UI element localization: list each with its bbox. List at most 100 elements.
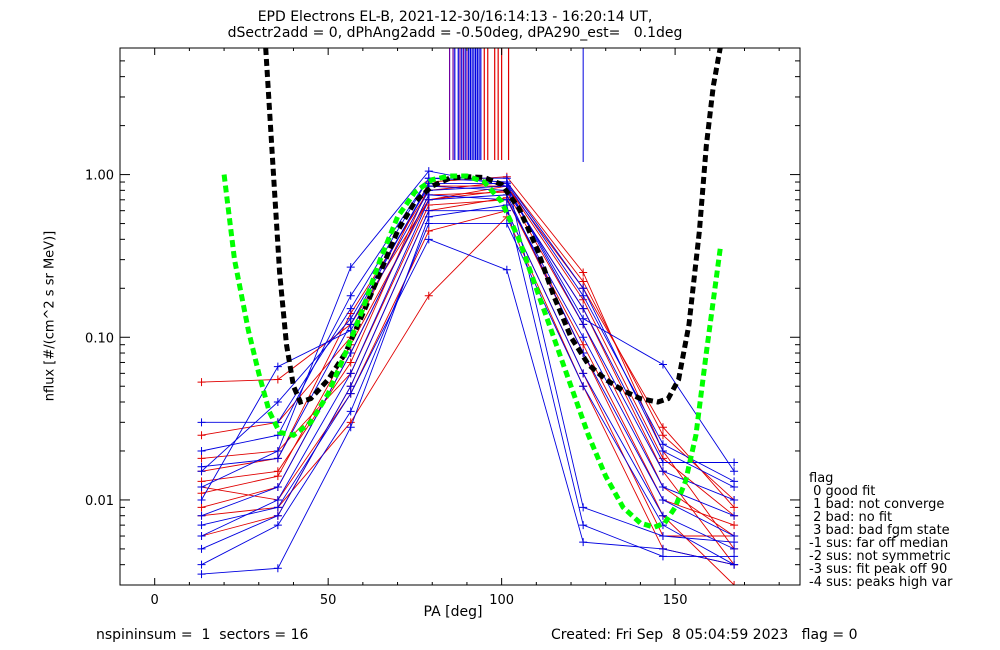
data-point — [579, 320, 588, 329]
data-point — [346, 389, 355, 398]
data-point — [197, 454, 206, 463]
data-point — [273, 564, 282, 573]
data-point — [579, 284, 588, 293]
footer-right: Created: Fri Sep 8 05:04:59 2023 flag = … — [551, 627, 858, 643]
vertical-marker-layer — [448, 48, 584, 162]
data-point — [273, 362, 282, 371]
data-point — [658, 495, 667, 504]
x-axis-label: PA [deg] — [423, 604, 483, 620]
data-point — [579, 268, 588, 277]
data-point — [346, 382, 355, 391]
data-point — [197, 495, 206, 504]
data-point — [197, 378, 206, 387]
data-point — [273, 503, 282, 512]
data-point — [273, 397, 282, 406]
y-tick-label: 1.00 — [85, 169, 114, 184]
data-point — [658, 360, 667, 369]
data-point — [424, 291, 433, 300]
x-tick-label: 0 — [151, 593, 159, 608]
data-point — [273, 521, 282, 530]
x-tick-label: 100 — [489, 593, 514, 608]
data-point — [658, 511, 667, 520]
data-point — [197, 521, 206, 530]
footer-left: nspininsum = 1 sectors = 16 — [96, 627, 309, 643]
series-line-20 — [201, 238, 735, 566]
data-point — [197, 462, 206, 471]
data-point — [197, 483, 206, 492]
data-point — [730, 503, 739, 512]
data-point — [273, 495, 282, 504]
data-point — [502, 265, 511, 274]
data-point — [658, 552, 667, 561]
legend-item: -2 sus: not symmetric — [809, 549, 951, 564]
data-point — [197, 511, 206, 520]
series-line-11 — [201, 170, 735, 488]
data-point — [197, 570, 206, 579]
series-line-22 — [201, 183, 735, 482]
data-point — [273, 446, 282, 455]
data-point — [658, 440, 667, 449]
series-line-21 — [201, 204, 735, 575]
data-point — [730, 458, 739, 467]
data-point — [730, 495, 739, 504]
data-point — [579, 369, 588, 378]
data-point — [197, 446, 206, 455]
data-point — [730, 521, 739, 530]
data-point — [730, 552, 739, 561]
x-tick-label: 150 — [663, 593, 688, 608]
series-line-5 — [201, 199, 735, 526]
data-point — [730, 560, 739, 569]
data-point — [197, 503, 206, 512]
y-axis-label: nflux [#/(cm^2 s sr MeV)] — [42, 230, 58, 402]
series-line-16 — [201, 194, 735, 537]
plot-frame — [119, 47, 801, 586]
data-point — [658, 458, 667, 467]
legend-item: -3 sus: fit peak off 90 — [809, 562, 948, 577]
y-tick-label: 0.10 — [85, 331, 114, 346]
data-point — [579, 333, 588, 342]
series-line-15 — [201, 194, 735, 517]
legend-item: 1 bad: not converge — [809, 497, 945, 512]
data-point — [658, 544, 667, 553]
chart-title-line2: dSectr2add = 0, dPhAng2add = -0.50deg, d… — [227, 25, 683, 41]
data-point — [197, 560, 206, 569]
data-point — [346, 369, 355, 378]
legend-title: flag — [809, 471, 834, 486]
data-point — [579, 538, 588, 547]
series-line-12 — [201, 177, 735, 488]
legend-item: -4 sus: peaks high var — [809, 575, 953, 590]
data-point — [346, 304, 355, 313]
data-point — [273, 472, 282, 481]
data-point — [579, 291, 588, 300]
data-point — [579, 304, 588, 313]
data-point — [730, 511, 739, 520]
data-point — [424, 195, 433, 204]
data-point — [730, 467, 739, 476]
data-point — [273, 375, 282, 384]
data-point — [658, 483, 667, 492]
data-point — [346, 320, 355, 329]
data-point — [424, 235, 433, 244]
x-tick-label: 50 — [320, 593, 337, 608]
data-point — [346, 407, 355, 416]
series-line-7 — [201, 210, 735, 537]
series-line-1 — [201, 185, 735, 508]
legend-item: 3 bad: bad fgm state — [809, 523, 950, 538]
data-point — [579, 340, 588, 349]
data-point — [658, 532, 667, 541]
series-line-2 — [201, 176, 735, 550]
data-point — [197, 532, 206, 541]
data-point — [730, 477, 739, 486]
series-line-19 — [201, 177, 735, 543]
data-point — [579, 277, 588, 286]
data-point — [273, 483, 282, 492]
series-line-10 — [201, 185, 735, 517]
data-point — [730, 581, 739, 585]
data-point — [273, 511, 282, 520]
data-point — [730, 538, 739, 547]
fit-layer — [221, 48, 723, 530]
median-fit-curve — [263, 48, 723, 406]
legend-item: -1 sus: far off median — [809, 536, 949, 551]
y-tick-label: 0.01 — [85, 494, 114, 509]
